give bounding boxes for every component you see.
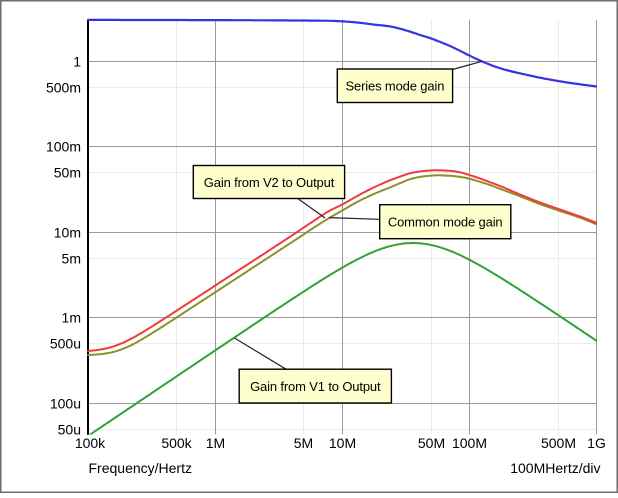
svg-text:Series mode gain: Series mode gain: [346, 79, 445, 94]
svg-text:Frequency/Hertz: Frequency/Hertz: [89, 460, 192, 476]
svg-text:1m: 1m: [62, 310, 81, 326]
svg-text:10M: 10M: [329, 435, 356, 451]
svg-text:1M: 1M: [206, 435, 225, 451]
svg-text:1: 1: [73, 54, 81, 70]
svg-text:50u: 50u: [58, 422, 81, 438]
svg-text:100u: 100u: [50, 396, 81, 412]
svg-text:1G: 1G: [587, 435, 606, 451]
svg-text:10m: 10m: [54, 225, 81, 241]
svg-text:100M: 100M: [452, 435, 487, 451]
svg-text:50m: 50m: [54, 165, 81, 181]
svg-text:500k: 500k: [161, 435, 192, 451]
svg-text:5m: 5m: [62, 251, 81, 267]
svg-text:100m: 100m: [46, 139, 81, 155]
svg-text:50M: 50M: [418, 435, 445, 451]
svg-text:5M: 5M: [294, 435, 313, 451]
svg-text:Gain from V2 to Output: Gain from V2 to Output: [204, 175, 335, 190]
svg-text:100MHertz/div: 100MHertz/div: [510, 460, 600, 476]
svg-text:500m: 500m: [46, 80, 81, 96]
svg-text:500M: 500M: [541, 435, 576, 451]
svg-text:Common mode gain: Common mode gain: [388, 215, 503, 230]
svg-text:500u: 500u: [50, 336, 81, 352]
svg-text:Gain from V1 to Output: Gain from V1 to Output: [250, 379, 381, 394]
svg-text:100k: 100k: [75, 435, 106, 451]
